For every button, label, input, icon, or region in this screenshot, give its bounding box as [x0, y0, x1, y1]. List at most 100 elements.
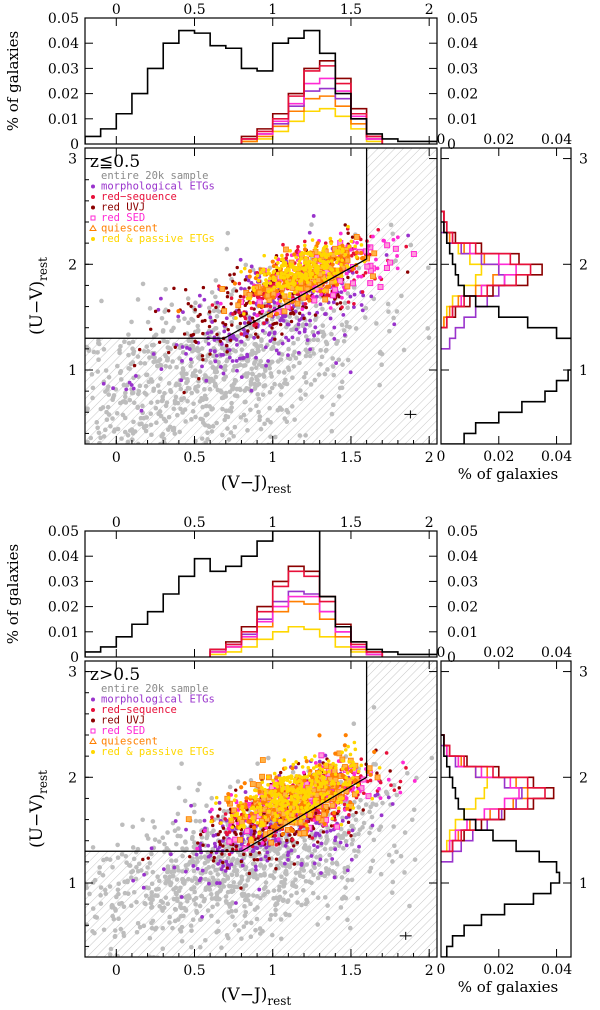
- top-point-red-uvj: [350, 235, 355, 239]
- top-point-red-uvj: [149, 327, 153, 331]
- top-point-entire-20k-sample: [303, 334, 309, 339]
- top-point-entire-20k-sample: [194, 389, 200, 394]
- top-point-entire-20k-sample: [219, 389, 224, 395]
- bottom-point-entire-20k-sample: [429, 755, 435, 761]
- top-legend-marker-red-uvj: [91, 205, 95, 210]
- bottom-point-entire-20k-sample: [285, 898, 291, 903]
- bottom-point-quiescent: [260, 800, 266, 805]
- top-point-entire-20k-sample: [408, 242, 414, 248]
- top-point-entire-20k-sample: [101, 434, 107, 439]
- bottom-point-red-uvj: [257, 851, 261, 855]
- bottom-point-quiescent: [268, 839, 275, 846]
- top-point-entire-20k-sample: [161, 436, 167, 442]
- bottom-point-entire-20k-sample: [155, 893, 160, 899]
- bottom-point-morphological-etgs: [168, 852, 173, 857]
- bottom-point-entire-20k-sample: [147, 954, 152, 957]
- bottom-point-quiescent: [348, 768, 354, 774]
- bottom-point-morphological-etgs: [207, 881, 211, 886]
- bottom-point-red-passive-etgs: [334, 763, 338, 768]
- top-point-red-passive-etgs: [297, 274, 302, 279]
- top-point-red-passive-etgs: [302, 268, 307, 272]
- top-point-entire-20k-sample: [173, 382, 179, 388]
- top-point-red-sequence: [376, 227, 381, 232]
- top-point-entire-20k-sample: [250, 348, 255, 354]
- top-point-red-sed: [275, 301, 280, 306]
- bottom-point-morphological-etgs: [315, 845, 320, 849]
- top-point-red-passive-etgs: [298, 252, 303, 257]
- top-point-entire-20k-sample: [99, 298, 104, 304]
- top-point-entire-20k-sample: [281, 370, 287, 375]
- bottom-point-red-passive-etgs: [310, 781, 314, 786]
- bottom-point-red-passive-etgs: [263, 815, 268, 820]
- top-point-entire-20k-sample: [95, 425, 100, 431]
- top-point-morphological-etgs: [323, 312, 328, 316]
- top-point-red-uvj: [182, 332, 187, 336]
- bottom-point-entire-20k-sample: [38, 966, 43, 971]
- bottom-point-entire-20k-sample: [146, 885, 151, 891]
- bottom-point-entire-20k-sample: [231, 880, 237, 885]
- bottom-point-entire-20k-sample: [368, 804, 373, 810]
- top-point-morphological-etgs: [332, 325, 337, 330]
- bottom-point-red-uvj: [288, 833, 292, 837]
- bottom-point-entire-20k-sample: [173, 885, 179, 891]
- bottom-point-entire-20k-sample: [253, 872, 258, 878]
- bottom-point-red-uvj: [349, 834, 353, 838]
- bottom-point-entire-20k-sample: [160, 900, 166, 905]
- bottom-point-red-passive-etgs: [244, 813, 249, 818]
- top-point-entire-20k-sample: [27, 407, 32, 412]
- top-point-entire-20k-sample: [128, 361, 134, 367]
- top-point-morphological-etgs: [158, 296, 163, 301]
- bottom-point-entire-20k-sample: [54, 885, 59, 890]
- top-point-entire-20k-sample: [166, 414, 172, 420]
- top-hist-x-steps: [85, 29, 437, 144]
- bottom-point-entire-20k-sample: [325, 915, 331, 921]
- bottom-point-red-passive-etgs: [280, 782, 285, 787]
- top-point-red-uvj: [196, 314, 200, 319]
- top-point-red-uvj: [201, 331, 205, 336]
- top-point-entire-20k-sample: [272, 381, 277, 387]
- bottom-point-morphological-etgs: [332, 875, 337, 880]
- top-point-entire-20k-sample: [303, 370, 309, 376]
- bottom-point-entire-20k-sample: [180, 880, 186, 885]
- bottom-uvj-boundary: [85, 661, 368, 852]
- bottom-point-entire-20k-sample: [165, 901, 171, 907]
- bottom-point-entire-20k-sample: [136, 861, 142, 867]
- bottom-point-red-passive-etgs: [300, 781, 304, 786]
- bottom-point-entire-20k-sample: [139, 868, 144, 873]
- top-point-red-uvj: [346, 231, 350, 235]
- bottom-point-entire-20k-sample: [197, 818, 203, 824]
- top-point-entire-20k-sample: [196, 347, 202, 353]
- bottom-point-red-passive-etgs: [303, 795, 308, 800]
- top-point-red-passive-etgs: [340, 250, 344, 254]
- top-point-red-passive-etgs: [278, 299, 283, 303]
- top-point-entire-20k-sample: [130, 339, 136, 345]
- bottom-point-entire-20k-sample: [261, 886, 267, 892]
- top-point-quiescent: [344, 257, 351, 264]
- bottom-point-entire-20k-sample: [109, 902, 115, 908]
- bottom-point-morphological-etgs: [333, 847, 338, 852]
- top-point-morphological-etgs: [297, 330, 302, 335]
- top-point-red-uvj: [289, 319, 294, 324]
- top-point-entire-20k-sample: [96, 357, 101, 363]
- bottom-point-red-passive-etgs: [300, 765, 305, 769]
- top-point-entire-20k-sample: [177, 451, 182, 456]
- top-point-red-passive-etgs: [340, 247, 345, 252]
- bottom-point-red-passive-etgs: [377, 765, 382, 770]
- top-point-entire-20k-sample: [291, 340, 296, 346]
- top-point-entire-20k-sample: [214, 307, 220, 313]
- top-point-entire-20k-sample: [73, 345, 78, 350]
- bottom-hist-x-red-sed: [209, 595, 384, 657]
- bottom-point-entire-20k-sample: [183, 908, 189, 913]
- bottom-point-red-passive-etgs: [288, 780, 292, 784]
- top-point-entire-20k-sample: [175, 412, 180, 418]
- top-point-entire-20k-sample: [203, 412, 209, 418]
- top-point-entire-20k-sample: [210, 463, 215, 468]
- top-point-red-uvj: [189, 333, 193, 338]
- top-point-entire-20k-sample: [195, 383, 201, 389]
- top-point-entire-20k-sample: [241, 412, 247, 418]
- bottom-point-red-sequence: [310, 836, 315, 840]
- top-point-red-sed: [355, 240, 359, 245]
- top-point-red-passive-etgs: [271, 278, 276, 282]
- bottom-point-morphological-etgs: [202, 818, 207, 823]
- top-hist-y-frame: [440, 147, 572, 445]
